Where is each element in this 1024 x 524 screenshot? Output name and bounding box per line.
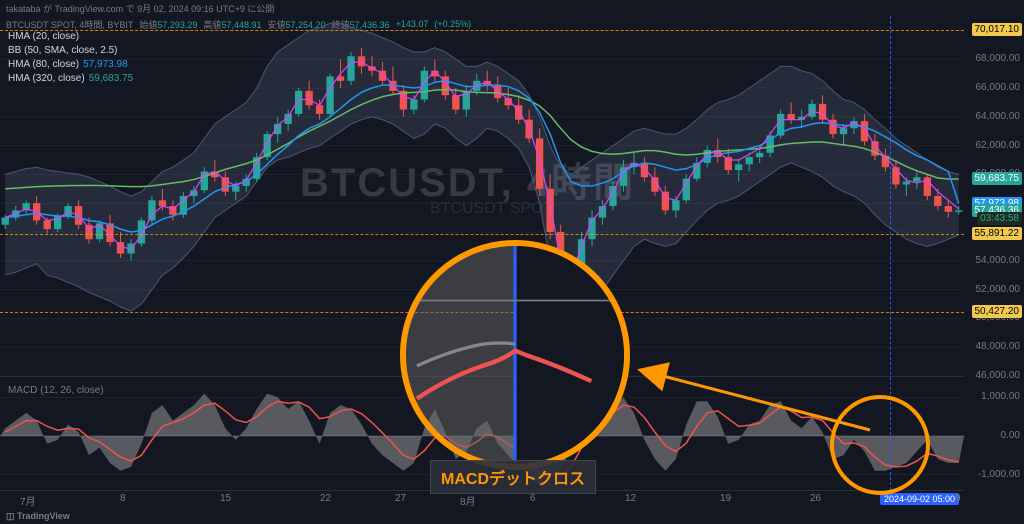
annotation-target-circle — [830, 395, 930, 495]
publish-info: takataba が TradingView.com で 9月 02, 2024… — [6, 2, 274, 15]
price-yaxis[interactable]: 70,000.0068,000.0066,000.0064,000.0062,0… — [964, 16, 1024, 376]
chart-container: takataba が TradingView.com で 9月 02, 2024… — [0, 0, 1024, 524]
tradingview-logo[interactable]: ◫ TradingView — [6, 511, 70, 522]
annotation-zoom-circle — [400, 240, 630, 470]
annotation-label: MACDデットクロス — [430, 460, 596, 494]
macd-yaxis[interactable]: 1,000.000.00-1,000.00 — [964, 382, 1024, 490]
header: takataba が TradingView.com で 9月 02, 2024… — [0, 0, 1024, 16]
